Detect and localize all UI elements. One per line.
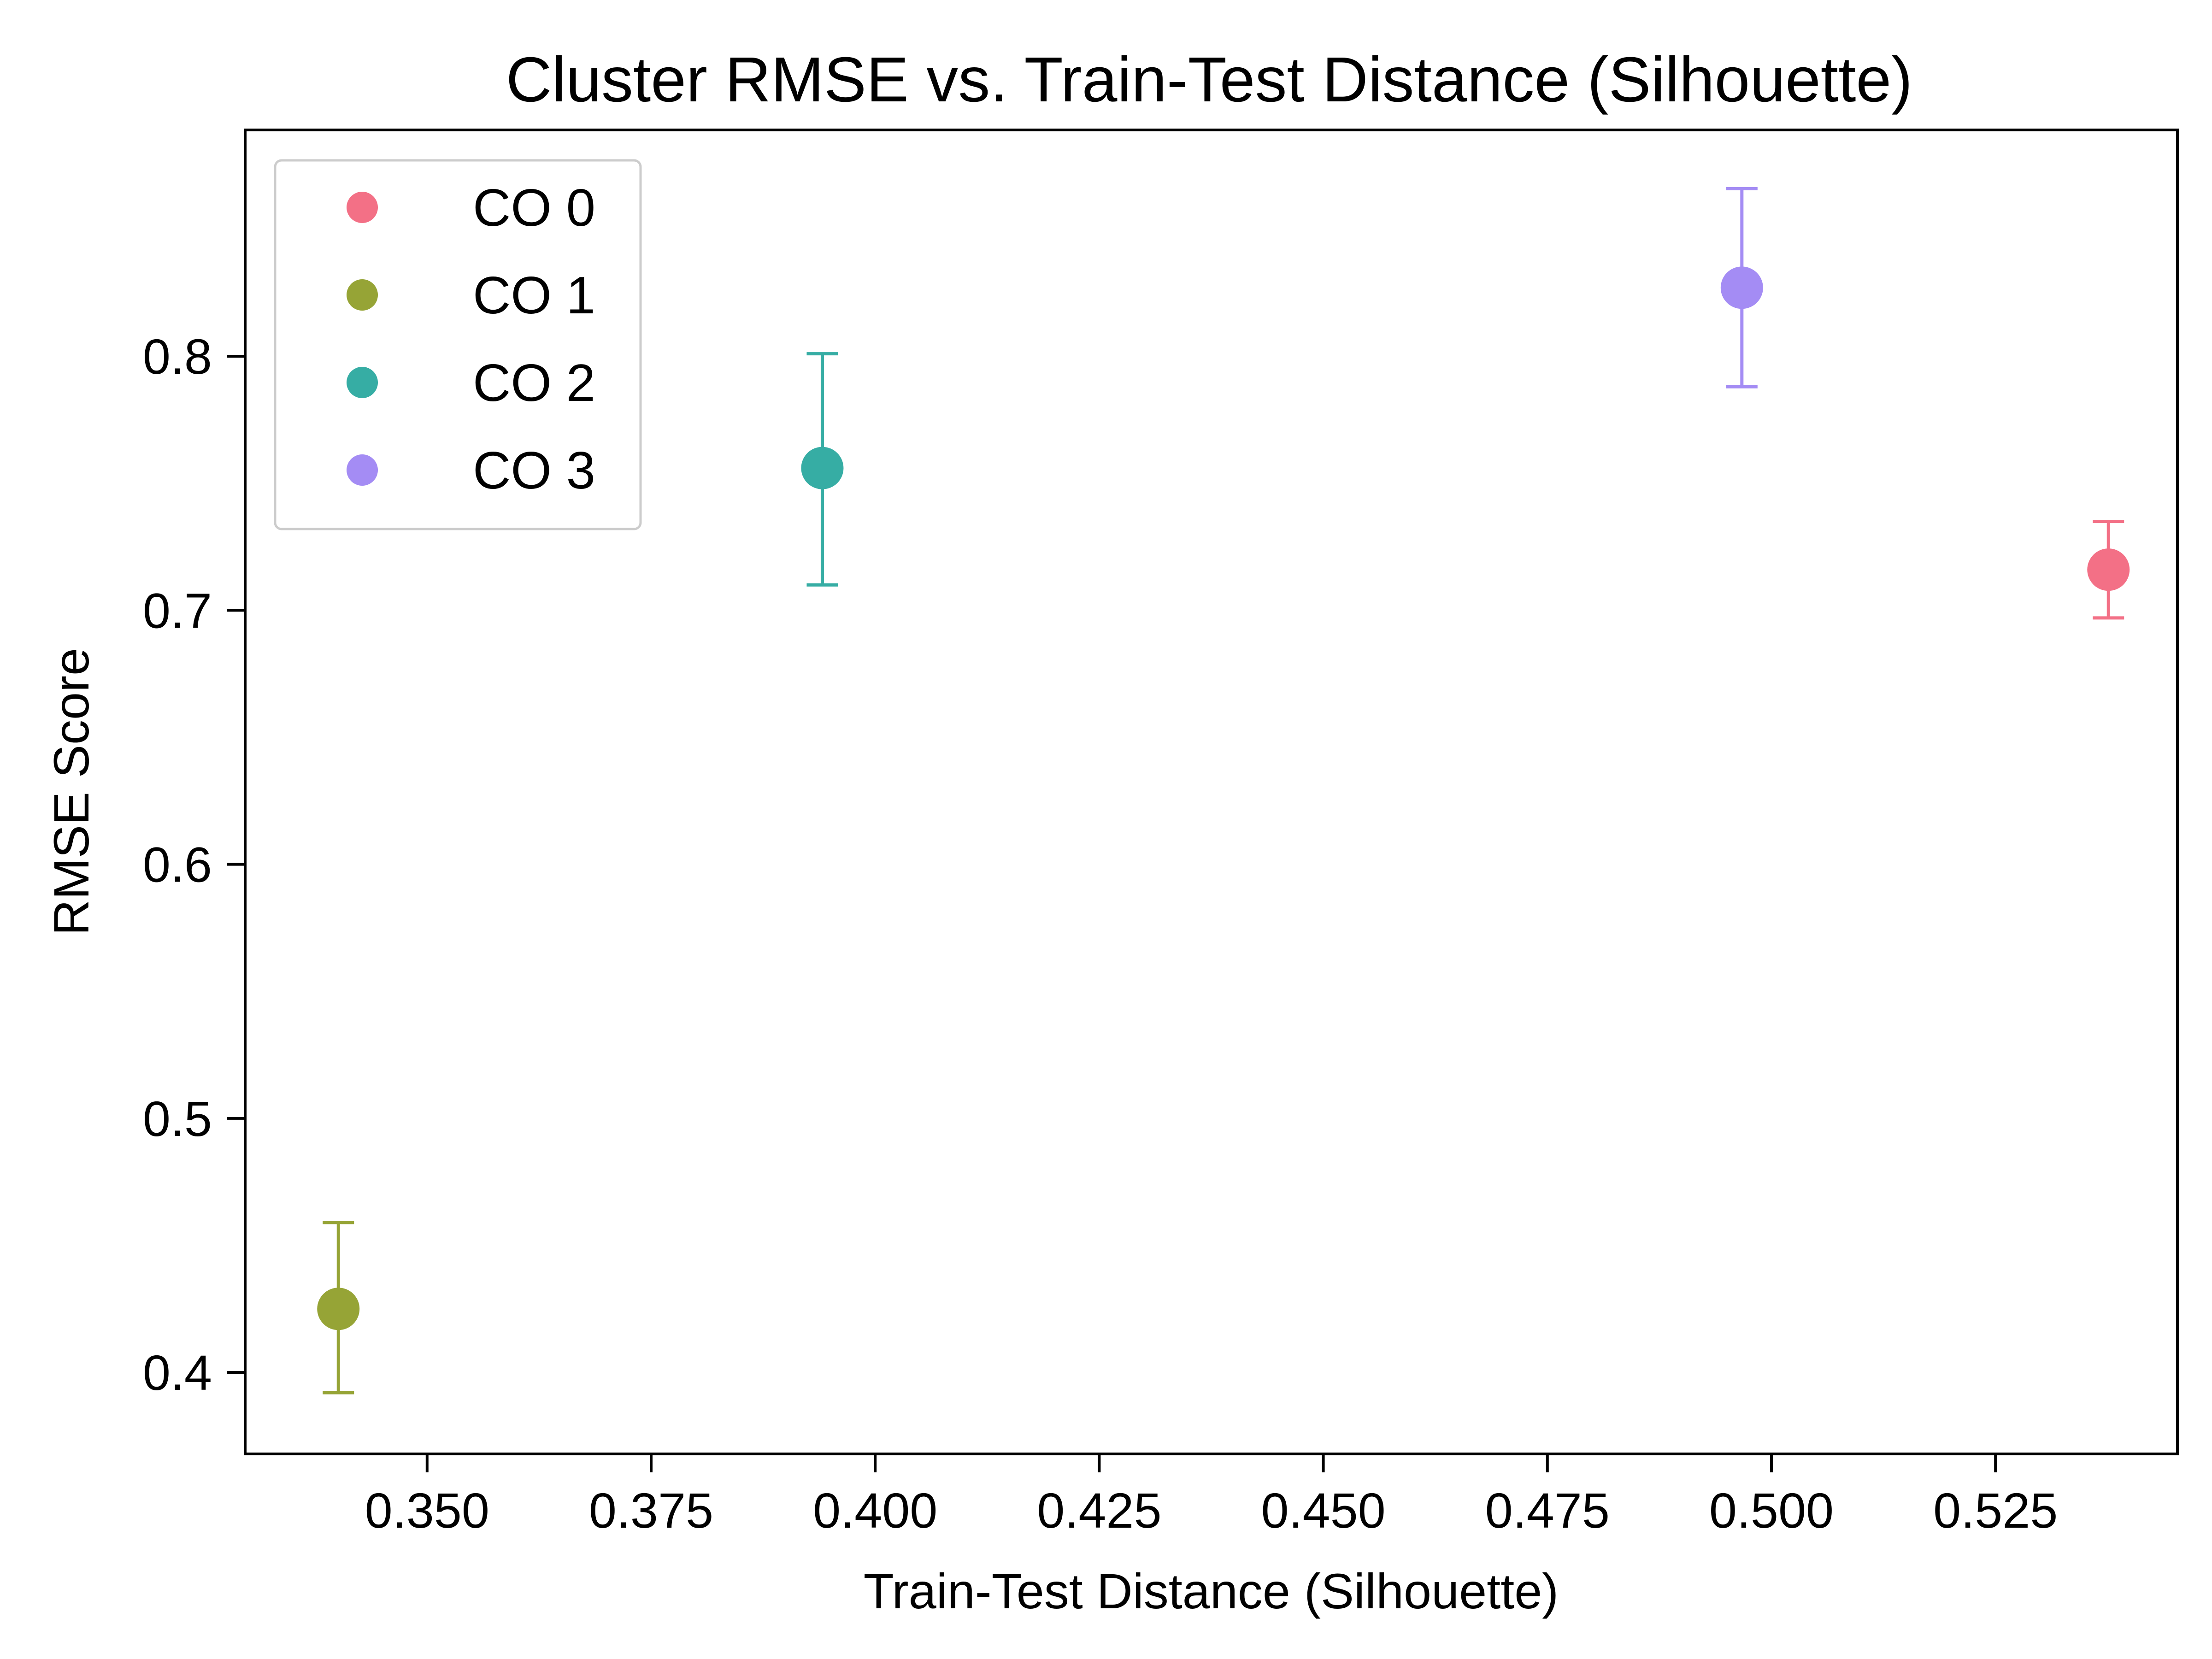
y-tick-label: 0.8 <box>143 329 212 384</box>
y-tick-label: 0.6 <box>143 837 212 893</box>
legend-marker <box>347 367 378 398</box>
series-co-3 <box>1720 187 1763 388</box>
legend: CO 0 CO 1 CO 2 CO 3 <box>274 159 642 530</box>
x-tick-label: 0.475 <box>1485 1483 1610 1538</box>
legend-label: CO 3 <box>473 441 595 500</box>
legend-marker <box>347 192 378 223</box>
x-tick-label: 0.425 <box>1037 1483 1161 1538</box>
data-point <box>317 1288 360 1330</box>
x-tick-label: 0.400 <box>813 1483 937 1538</box>
y-tick-label: 0.7 <box>143 582 212 638</box>
legend-marker <box>347 279 378 311</box>
x-axis-label: Train-Test Distance (Silhouette) <box>864 1563 1559 1619</box>
y-tick-label: 0.4 <box>143 1345 212 1400</box>
legend-label: CO 2 <box>473 354 595 412</box>
plot-area-frame <box>244 129 2179 1455</box>
x-tick-label: 0.350 <box>365 1483 489 1538</box>
y-tick-label: 0.5 <box>143 1091 212 1147</box>
y-axis: 0.4 0.5 0.6 0.7 0.8 <box>143 329 245 1400</box>
data-point <box>2087 548 2130 591</box>
data-point <box>801 447 844 489</box>
x-tick-label: 0.450 <box>1261 1483 1385 1538</box>
x-tick-label: 0.375 <box>589 1483 713 1538</box>
legend-label: CO 0 <box>473 179 595 237</box>
legend-marker <box>347 454 378 486</box>
series-co-2 <box>801 352 844 587</box>
y-axis-label: RMSE Score <box>43 648 99 935</box>
legend-label: CO 1 <box>473 266 595 325</box>
x-axis: 0.350 0.375 0.400 0.425 0.450 0.475 0.500 0.525 <box>365 1454 2058 1538</box>
series-co-0 <box>2087 519 2130 620</box>
data-layer <box>317 187 2130 1394</box>
x-tick-label: 0.500 <box>1709 1483 1834 1538</box>
chart-title: Cluster RMSE vs. Train-Test Distance (Si… <box>506 44 1912 115</box>
x-tick-label: 0.525 <box>1933 1483 2058 1538</box>
legend-box <box>274 159 642 530</box>
data-point <box>1720 266 1763 309</box>
series-co-1 <box>317 1221 360 1394</box>
